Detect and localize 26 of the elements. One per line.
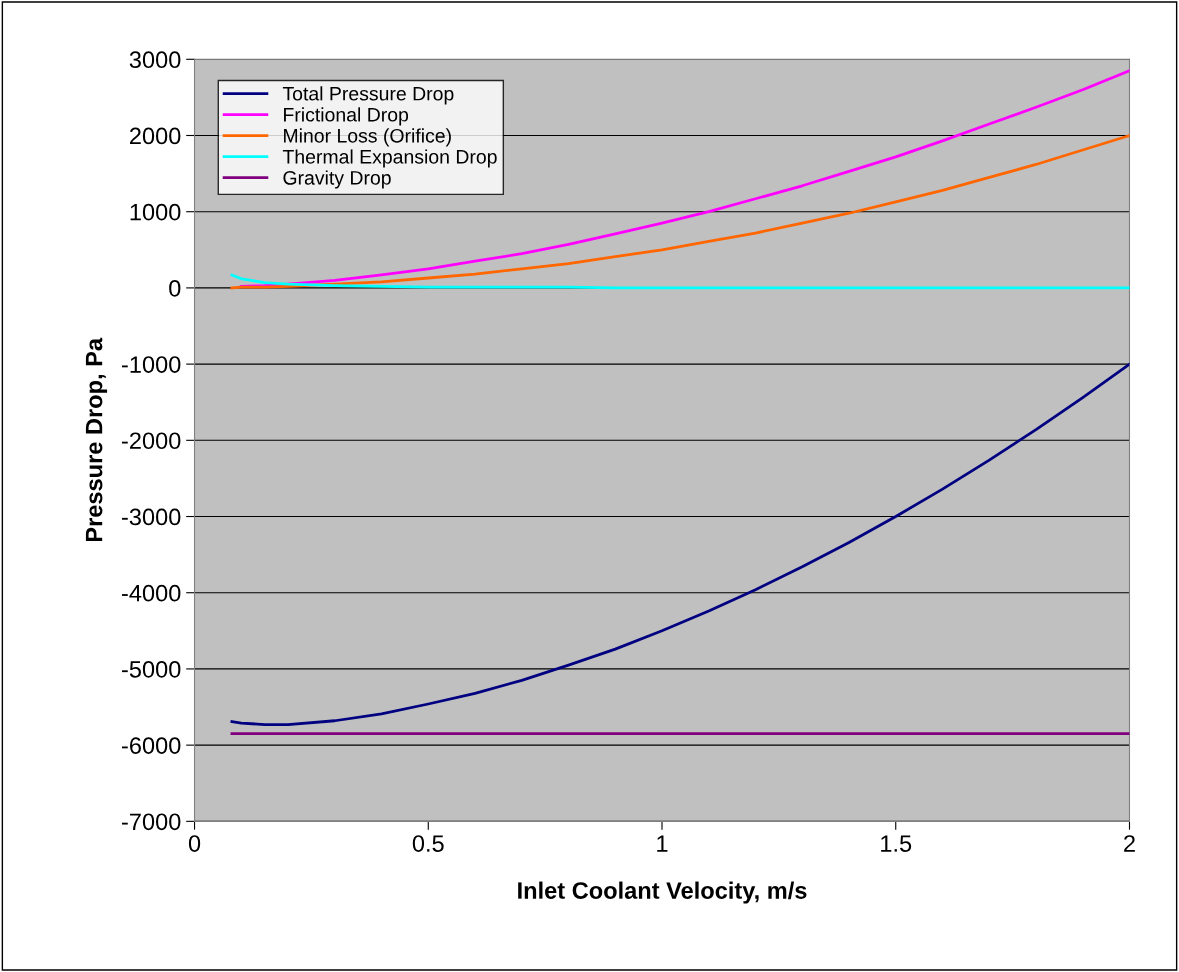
- y-tick-label: -3000: [122, 508, 181, 526]
- line-series: [230, 362, 1130, 726]
- y-tick-label: -1000: [122, 356, 181, 373]
- x-tick-label: 1: [657, 835, 668, 852]
- y-tick-label: -6000: [122, 737, 181, 754]
- line-series: [239, 69, 1130, 288]
- y-tick-label: 3000: [129, 51, 181, 69]
- legend-label: Gravity Drop: [283, 170, 391, 189]
- legend-label: Thermal Expansion Drop: [282, 149, 497, 168]
- y-tick-label: 0: [169, 279, 181, 297]
- x-tick-label: 0.5: [412, 835, 444, 852]
- legend-label: Minor Loss (Orifice): [284, 128, 451, 147]
- legend-label: Frictional Drop: [284, 107, 409, 126]
- y-tick-label: -2000: [122, 432, 181, 450]
- y-tick-label: -7000: [122, 813, 181, 831]
- y-tick-label: -5000: [122, 661, 181, 678]
- x-tick-label: 0: [188, 835, 201, 852]
- x-tick-label: 2: [1124, 835, 1135, 852]
- y-tick-label: -4000: [122, 584, 181, 602]
- x-axis-title: Inlet Coolant Velocity, m/s: [518, 881, 807, 904]
- line-series: [230, 273, 1130, 290]
- y-tick-label: 1000: [130, 203, 181, 221]
- y-axis-title: Pressure Drop, Pa: [85, 337, 108, 542]
- y-tick-label: 2000: [130, 127, 181, 145]
- x-tick-label: 1.5: [881, 835, 912, 852]
- legend-label: Total Pressure Drop: [282, 86, 454, 105]
